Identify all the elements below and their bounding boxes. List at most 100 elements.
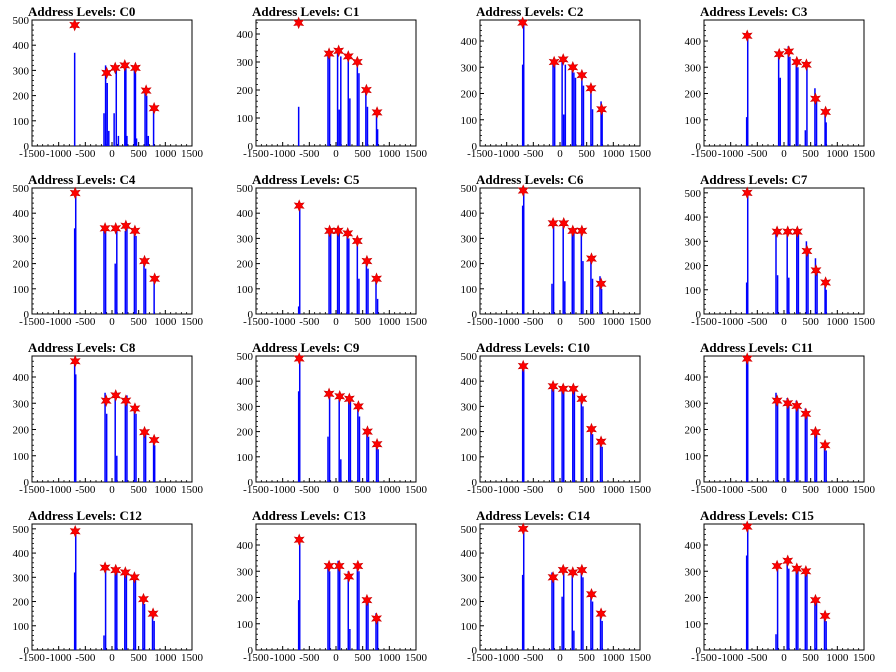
histogram-bar xyxy=(338,566,341,650)
x-tick-label: -1000 xyxy=(270,316,296,328)
x-tick-label: -1500 xyxy=(691,484,717,496)
x-tick-label: -1000 xyxy=(46,652,72,664)
peak-marker xyxy=(119,59,131,72)
histogram-bar xyxy=(580,396,583,482)
histogram-bar xyxy=(562,391,565,482)
histogram-bar xyxy=(806,573,808,650)
histogram-bar xyxy=(116,228,118,314)
x-tick-label: -1000 xyxy=(270,148,296,160)
x-tick-label: 1500 xyxy=(629,316,652,328)
histogram-bar xyxy=(124,230,127,314)
x-tick-label: 1500 xyxy=(853,652,876,664)
histogram-bar xyxy=(564,281,566,314)
y-tick-label: 500 xyxy=(237,351,254,363)
peak-marker xyxy=(791,562,803,575)
x-tick-label: 1500 xyxy=(181,316,204,328)
y-tick-label: 100 xyxy=(685,619,702,631)
chart-title: Address Levels: C10 xyxy=(476,340,590,355)
peak-marker xyxy=(120,394,132,407)
plot-frame xyxy=(479,19,641,147)
peak-marker xyxy=(800,564,812,578)
peak-marker xyxy=(771,559,783,573)
histogram-bar xyxy=(804,408,807,482)
histogram-bar xyxy=(144,268,147,314)
x-tick-label: 1500 xyxy=(405,484,428,496)
histogram-bar xyxy=(521,366,524,482)
chart-panel: Address Levels: C12 -1500 -1000 -500 0 500 100… xyxy=(0,504,224,672)
peak-marker xyxy=(557,53,569,66)
chart-svg: -1500 -1000 -500 0 500 1000 1500 0 100 200 300 400 5… xyxy=(685,186,876,328)
peak-marker xyxy=(585,422,597,436)
x-tick-label: 1000 xyxy=(154,148,177,160)
x-tick-label: 0 xyxy=(333,316,339,328)
chart-panel: Address Levels: C0 -1500 -1000 -500 0 500 1000… xyxy=(0,0,224,168)
chart-svg: -1500 -1000 -500 0 500 1000 1500 0 100 200 300 400 5… xyxy=(13,15,204,160)
y-tick-label: 100 xyxy=(237,619,254,631)
chart-svg: -1500 -1000 -500 0 500 1000 1500 0 100 200 300 400 5… xyxy=(237,351,428,496)
histogram-bar xyxy=(298,205,301,314)
x-tick-label: -500 xyxy=(747,148,768,160)
x-tick-label: 500 xyxy=(578,316,595,328)
chart-svg: -1500 -1000 -500 0 500 1000 1500 0 100 200 300 400 5… xyxy=(461,183,652,328)
y-tick-label: 400 xyxy=(237,540,254,552)
y-tick-label: 400 xyxy=(237,29,254,41)
chart-svg: -1500 -1000 -500 0 500 1000 1500 0 100 200 300 400 5… xyxy=(13,523,204,664)
x-tick-label: 0 xyxy=(109,652,115,664)
peak-marker xyxy=(782,554,794,568)
x-tick-label: -1500 xyxy=(467,316,493,328)
histogram-bar xyxy=(599,611,602,650)
y-tick-label: 300 xyxy=(685,62,702,74)
y-tick-label: 100 xyxy=(461,284,478,296)
y-tick-label: 100 xyxy=(461,621,478,633)
histogram-bar xyxy=(521,64,524,146)
histogram-bar xyxy=(797,405,799,482)
x-tick-label: 1500 xyxy=(853,484,876,496)
histogram-bar xyxy=(297,106,300,146)
peak-marker xyxy=(547,571,559,584)
chart-panel: Address Levels: C8 -1500 -1000 -500 0 500 1000… xyxy=(0,336,224,504)
histogram-bar xyxy=(806,64,808,146)
histogram-bar xyxy=(328,391,331,482)
peak-marker xyxy=(119,566,131,579)
histogram-bar xyxy=(825,450,827,482)
peak-marker xyxy=(147,607,159,620)
x-tick-label: -500 xyxy=(299,652,320,664)
x-tick-label: -1500 xyxy=(19,652,45,664)
histogram-bar xyxy=(745,117,748,146)
histogram-bar xyxy=(815,602,818,650)
histogram-bar xyxy=(552,579,555,650)
x-tick-label: -1000 xyxy=(46,316,72,328)
x-tick-label: 1000 xyxy=(602,148,625,160)
x-tick-label: 500 xyxy=(802,484,819,496)
chart-svg: -1500 -1000 -500 0 500 1000 1500 0 100 200 300 400 5… xyxy=(461,351,652,496)
peak-marker xyxy=(99,222,111,235)
histogram-bar xyxy=(788,277,790,314)
y-tick-label: 500 xyxy=(13,183,30,195)
chart-svg: -1500 -1000 -500 0 500 1000 1500 0 100 200 300 400 xyxy=(685,352,876,496)
histogram-bar xyxy=(366,106,369,146)
histogram-bar xyxy=(116,572,118,650)
peak-marker xyxy=(110,222,122,235)
histogram-bar xyxy=(776,275,779,314)
y-tick-label: 300 xyxy=(13,65,30,77)
histogram-bar xyxy=(338,230,340,314)
y-tick-label: 300 xyxy=(13,398,30,410)
histogram-bar xyxy=(582,577,584,650)
histogram-bar xyxy=(601,446,603,482)
x-tick-label: -500 xyxy=(75,148,96,160)
y-tick-label: 300 xyxy=(13,233,30,245)
x-tick-label: 500 xyxy=(130,148,147,160)
x-tick-label: 1000 xyxy=(602,484,625,496)
peak-marker xyxy=(548,55,560,69)
x-tick-label: -500 xyxy=(523,652,544,664)
histogram-bar xyxy=(814,429,816,482)
x-tick-label: -500 xyxy=(299,148,320,160)
x-tick-label: 1000 xyxy=(826,484,849,496)
histogram-bar xyxy=(582,261,584,314)
histogram-bar xyxy=(580,230,583,314)
x-tick-label: -1000 xyxy=(494,484,520,496)
histogram-bar xyxy=(807,253,809,314)
plot-frame xyxy=(255,187,417,315)
histogram-bar xyxy=(804,571,807,650)
y-tick-label: 0 xyxy=(472,309,478,321)
